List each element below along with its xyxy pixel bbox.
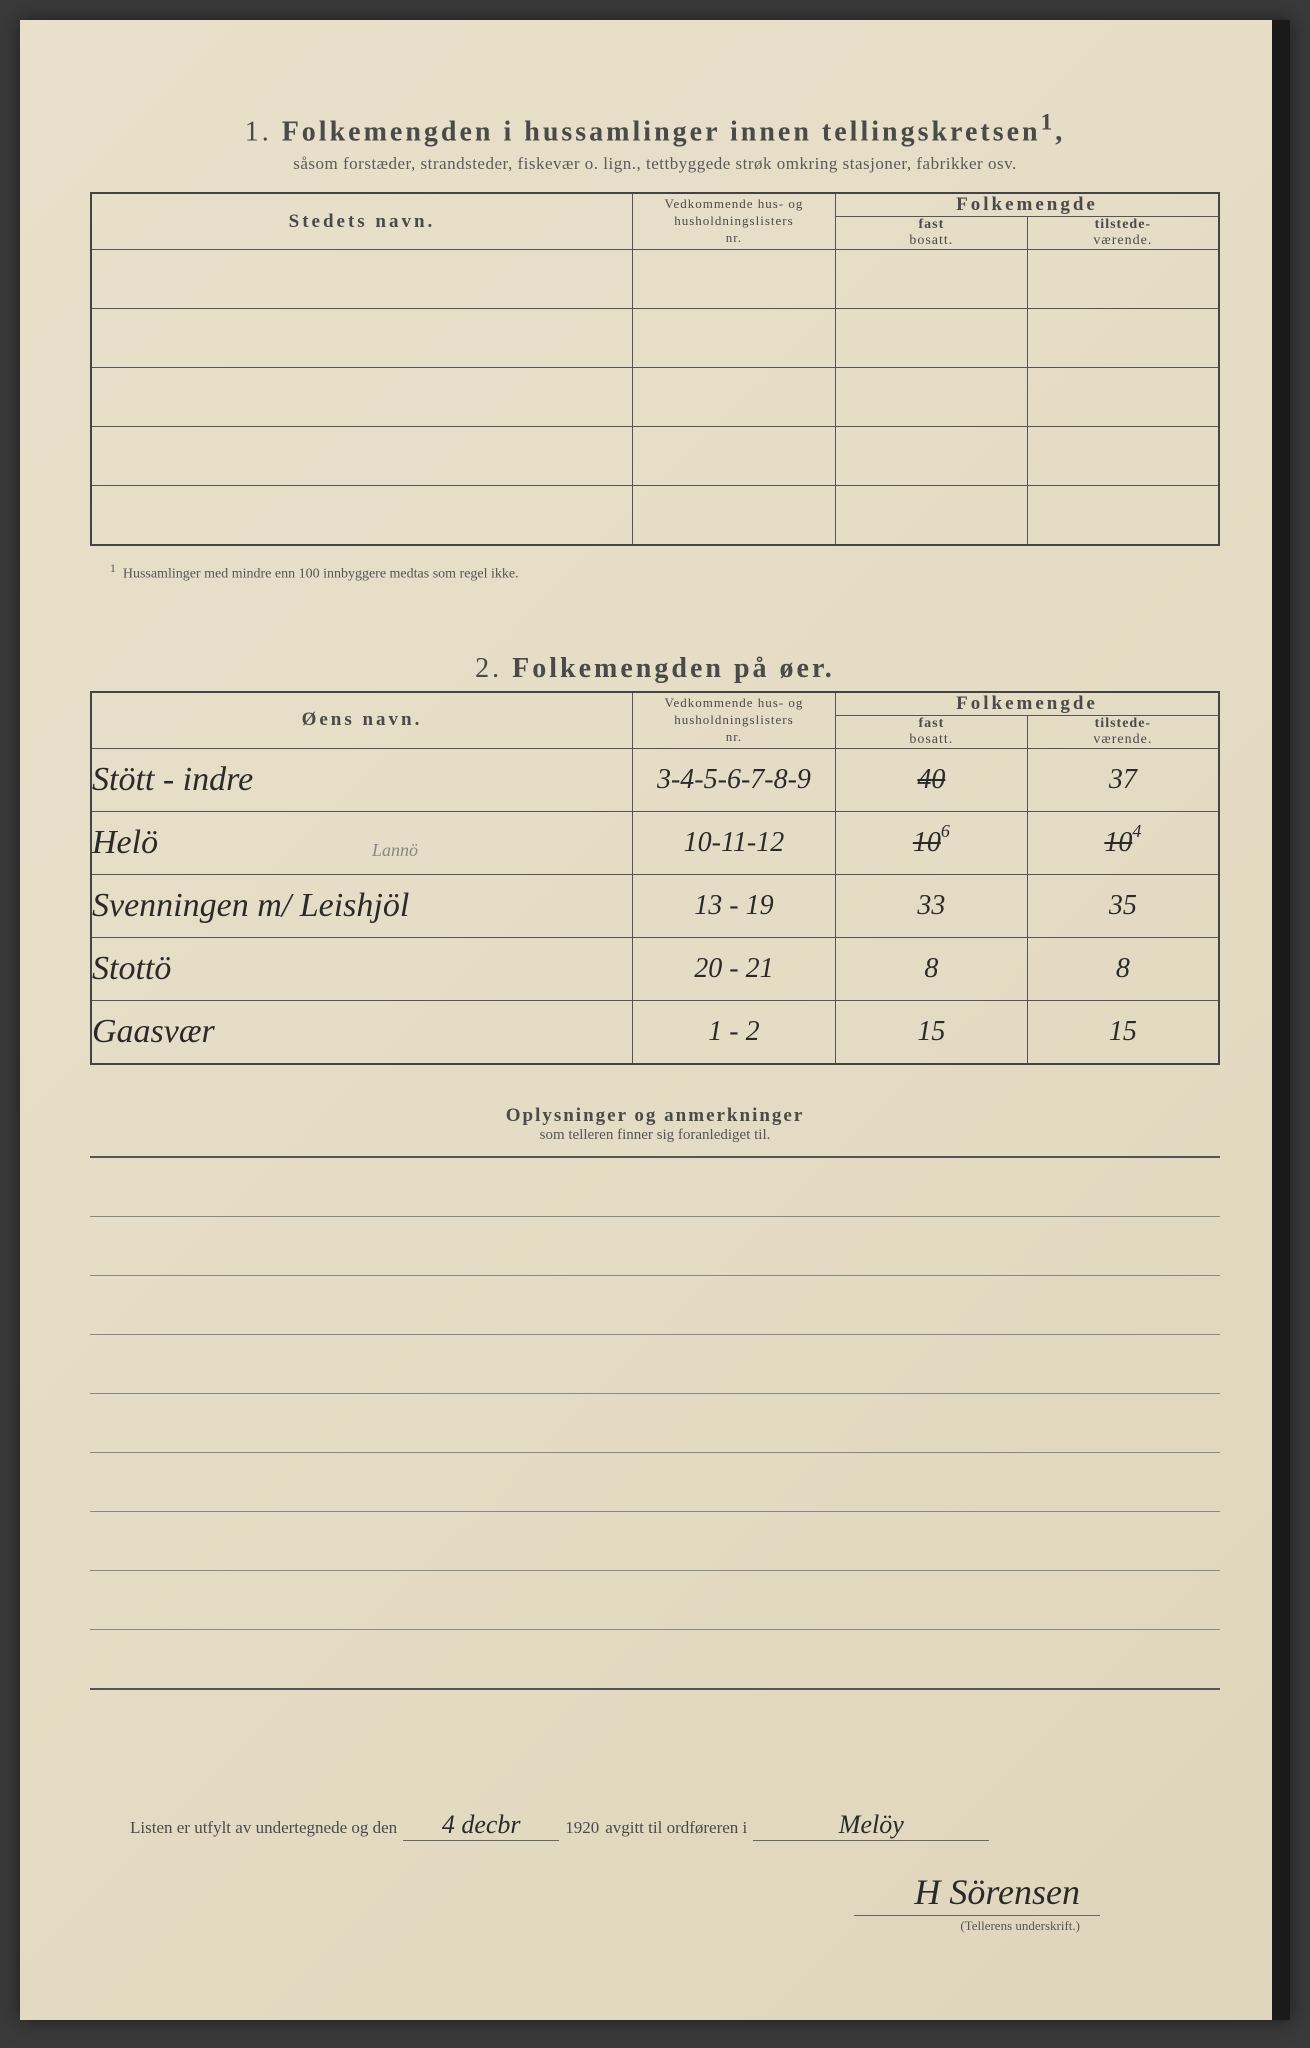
signature-block: H Sörensen [130, 1871, 1220, 1916]
list-ref: 10-11-12 [632, 811, 835, 874]
pop-tilstede: 8 [1027, 937, 1219, 1000]
ruled-line [90, 1276, 1220, 1335]
pop-fast: 106 [835, 811, 1027, 874]
island-name: Stottö [91, 937, 632, 1000]
section2-title-text: Folkemengden på øer. [512, 653, 835, 684]
ruled-line [90, 1335, 1220, 1394]
section2-title: 2. Folkemengden på øer. [90, 653, 1220, 685]
section2-container: 2. Folkemengden på øer. Øens navn. Vedko… [90, 653, 1220, 1065]
section1-title: 1. Folkemengden i hussamlinger innen tel… [90, 110, 1220, 148]
remarks-ruled-area [90, 1156, 1220, 1690]
footer: Listen er utfylt av undertegnede og den … [90, 1810, 1220, 1934]
section2-col-til: tilstede- værende. [1027, 715, 1219, 748]
pop-tilstede: 35 [1027, 874, 1219, 937]
section1-title-text: Folkemengden i hussamlinger innen tellin… [282, 116, 1041, 147]
footer-line: Listen er utfylt av undertegnede og den … [130, 1810, 1220, 1841]
pop-fast: 40 [835, 748, 1027, 811]
list-ref: 3-4-5-6-7-8-9 [632, 748, 835, 811]
list-ref: 1 - 2 [632, 1000, 835, 1064]
ruled-line [90, 1158, 1220, 1217]
footer-text-after: avgitt til ordføreren i [605, 1818, 747, 1838]
ruled-line [90, 1630, 1220, 1688]
table-row [91, 486, 1219, 546]
footer-year: 1920 [565, 1818, 599, 1838]
pop-fast: 8 [835, 937, 1027, 1000]
section1-title-sup: 1 [1041, 110, 1056, 136]
pop-fast: 33 [835, 874, 1027, 937]
ruled-line [90, 1217, 1220, 1276]
section1-footnote: 1 Hussamlinger med mindre enn 100 innbyg… [90, 562, 1220, 583]
signature-text: H Sörensen [854, 1871, 1100, 1916]
section1-col-ref: Vedkommende hus- og husholdningslisters … [632, 193, 835, 250]
remarks-subtitle: som telleren finner sig foranlediget til… [90, 1127, 1220, 1144]
section1-col-til: tilstede- værende. [1027, 217, 1219, 250]
table-row: Svenningen m/ Leishjöl 13 - 19 33 35 [91, 874, 1219, 937]
section2-table: Øens navn. Vedkommende hus- og husholdni… [90, 691, 1220, 1065]
table-row [91, 250, 1219, 309]
section1-table: Stedets navn. Vedkommende hus- og hushol… [90, 192, 1220, 546]
table-row: HelöLannö 10-11-12 106 104 [91, 811, 1219, 874]
ruled-line [90, 1571, 1220, 1630]
footer-date: 4 decbr [403, 1810, 559, 1841]
list-ref: 13 - 19 [632, 874, 835, 937]
section1-subtitle: såsom forstæder, strandsteder, fiskevær … [90, 154, 1220, 174]
table-row [91, 309, 1219, 368]
island-name: Gaasvær [91, 1000, 632, 1064]
section1-col-fast: fast bosatt. [835, 217, 1027, 250]
section2-col-ref: Vedkommende hus- og husholdningslisters … [632, 692, 835, 749]
island-name: HelöLannö [91, 811, 632, 874]
island-name: Stött - indre [91, 748, 632, 811]
remarks-title: Oplysninger og anmerkninger [90, 1105, 1220, 1127]
section2-number: 2. [475, 653, 502, 684]
pop-fast: 15 [835, 1000, 1027, 1064]
section1-col-folk: Folkemengde [835, 193, 1219, 217]
table-row [91, 368, 1219, 427]
signature-label: (Tellerens underskrift.) [130, 1918, 1220, 1934]
pop-tilstede: 37 [1027, 748, 1219, 811]
pop-tilstede: 104 [1027, 811, 1219, 874]
section1-col-name: Stedets navn. [91, 193, 632, 250]
footer-place: Melöy [753, 1810, 989, 1841]
ruled-line [90, 1394, 1220, 1453]
document-page: 1. Folkemengden i hussamlinger innen tel… [20, 20, 1290, 2020]
section2-col-folk: Folkemengde [835, 692, 1219, 716]
ruled-line [90, 1512, 1220, 1571]
pop-tilstede: 15 [1027, 1000, 1219, 1064]
ruled-line [90, 1453, 1220, 1512]
table-row: Stottö 20 - 21 8 8 [91, 937, 1219, 1000]
table-row [91, 427, 1219, 486]
island-name: Svenningen m/ Leishjöl [91, 874, 632, 937]
footer-text-before: Listen er utfylt av undertegnede og den [130, 1818, 397, 1838]
list-ref: 20 - 21 [632, 937, 835, 1000]
section2-col-name: Øens navn. [91, 692, 632, 749]
table-row: Stött - indre 3-4-5-6-7-8-9 40 37 [91, 748, 1219, 811]
section2-col-fast: fast bosatt. [835, 715, 1027, 748]
table-row: Gaasvær 1 - 2 15 15 [91, 1000, 1219, 1064]
section1-number: 1. [245, 116, 272, 147]
